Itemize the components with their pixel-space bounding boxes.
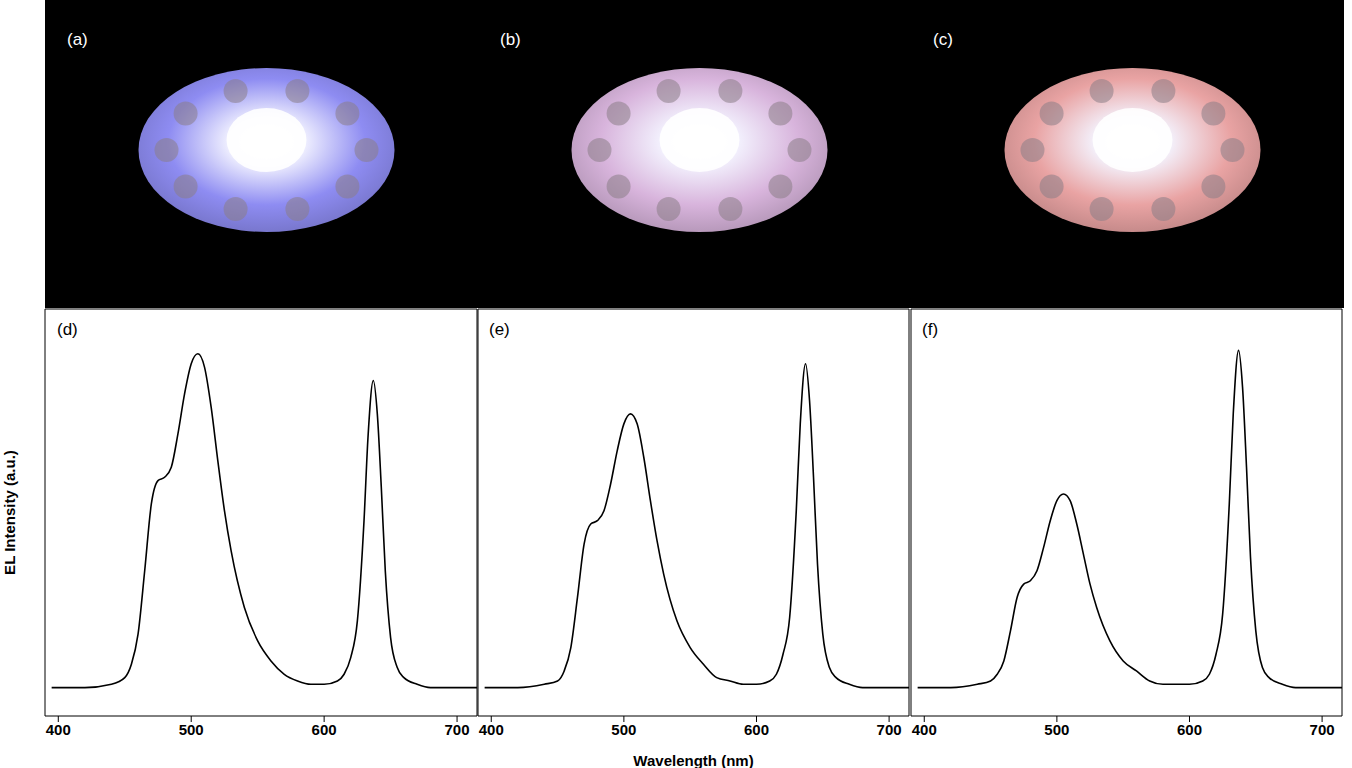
svg-text:500: 500 (1044, 721, 1069, 738)
svg-text:Wavelength (nm): Wavelength (nm) (633, 752, 753, 768)
svg-text:600: 600 (312, 721, 337, 738)
svg-text:700: 700 (445, 721, 470, 738)
html-text:(e): (e) (489, 320, 510, 339)
svg-text:600: 600 (744, 721, 769, 738)
svg-text:700: 700 (1310, 721, 1335, 738)
svg-text:400: 400 (46, 721, 71, 738)
html-text:(a): (a) (67, 30, 88, 49)
html-text:(b): (b) (500, 30, 521, 49)
html-text:(d): (d) (57, 320, 78, 339)
html-text:(c): (c) (933, 30, 953, 49)
svg-text:600: 600 (1177, 721, 1202, 738)
svg-text:400: 400 (912, 721, 937, 738)
html-text:(f): (f) (922, 320, 938, 339)
svg-text:500: 500 (611, 721, 636, 738)
svg-text:500: 500 (179, 721, 204, 738)
svg-text:400: 400 (479, 721, 504, 738)
svg-text:700: 700 (877, 721, 902, 738)
svg-text:EL Intensity (a.u.): EL Intensity (a.u.) (1, 450, 18, 575)
